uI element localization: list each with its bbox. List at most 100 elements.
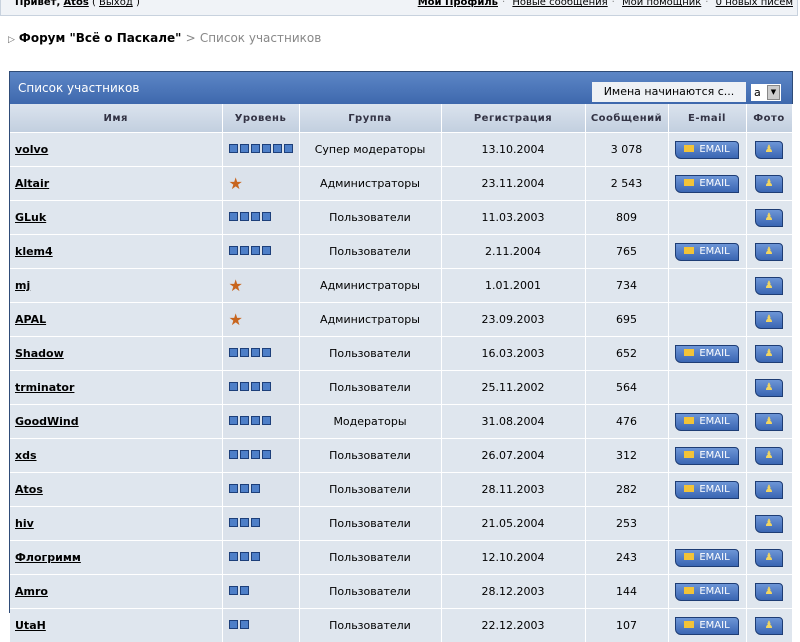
filter-label: Имена начинаются с... [592, 82, 746, 102]
breadcrumb-forum[interactable]: Форум "Всё о Паскале" [19, 31, 181, 45]
level-pip-icon [229, 450, 238, 459]
photo-button[interactable]: ♟ [755, 481, 783, 499]
level-pip-icon [240, 144, 249, 153]
member-name-link[interactable]: Amro [15, 585, 48, 598]
chevron-down-icon[interactable]: ▼ [767, 85, 780, 100]
email-button[interactable]: EMAIL [675, 617, 739, 635]
email-button[interactable]: EMAIL [675, 447, 739, 465]
user-icon: ♟ [765, 586, 774, 597]
col-name[interactable]: Имя [10, 104, 222, 133]
messages-link[interactable]: 0 новых писем [716, 0, 793, 8]
level-pip-icon [240, 382, 249, 391]
member-posts: 2 543 [585, 167, 668, 201]
email-button[interactable]: EMAIL [675, 481, 739, 499]
my-profile-link[interactable]: Мой Профиль [418, 0, 498, 8]
member-name-link[interactable]: volvo [15, 143, 48, 156]
member-group: Пользователи [299, 575, 441, 609]
member-level [222, 371, 299, 405]
photo-button[interactable]: ♟ [755, 243, 783, 261]
col-registration[interactable]: Регистрация [441, 104, 585, 133]
top-bar: Привет, Atos ( Выход ) Мой Профиль· Новы… [0, 0, 798, 16]
photo-button[interactable]: ♟ [755, 515, 783, 533]
member-registration: 23.09.2003 [441, 303, 585, 337]
member-name-link[interactable]: APAL [15, 313, 46, 326]
member-name-link[interactable]: mj [15, 279, 30, 292]
member-registration: 22.12.2003 [441, 609, 585, 642]
member-email: EMAIL [668, 167, 746, 201]
email-button[interactable]: EMAIL [675, 141, 739, 159]
new-posts-link[interactable]: Новые сообщения [512, 0, 607, 8]
photo-button[interactable]: ♟ [755, 277, 783, 295]
member-posts: 476 [585, 405, 668, 439]
member-name-cell: GLuk [10, 201, 222, 235]
user-icon: ♟ [765, 382, 774, 393]
member-posts: 3 078 [585, 133, 668, 167]
letter-select[interactable]: а▼ [751, 84, 781, 101]
member-level: ★ [222, 303, 299, 337]
member-name-link[interactable]: xds [15, 449, 37, 462]
envelope-icon [684, 417, 694, 424]
photo-button[interactable]: ♟ [755, 345, 783, 363]
photo-button[interactable]: ♟ [755, 209, 783, 227]
email-label: EMAIL [699, 484, 729, 495]
col-group[interactable]: Группа [299, 104, 441, 133]
user-link[interactable]: Atos [63, 0, 88, 8]
photo-button[interactable]: ♟ [755, 311, 783, 329]
col-level[interactable]: Уровень [222, 104, 299, 133]
user-icon: ♟ [765, 416, 774, 427]
member-name-link[interactable]: GoodWind [15, 415, 79, 428]
email-button[interactable]: EMAIL [675, 175, 739, 193]
member-name-link[interactable]: UtaH [15, 619, 46, 632]
member-name-link[interactable]: hiv [15, 517, 34, 530]
level-pip-icon [240, 552, 249, 561]
table-row: volvo Супер модераторы 13.10.2004 3 078 … [10, 133, 792, 167]
breadcrumb-separator: > [186, 31, 196, 45]
member-name-link[interactable]: Shadow [15, 347, 64, 360]
photo-button[interactable]: ♟ [755, 413, 783, 431]
member-name-link[interactable]: Atos [15, 483, 43, 496]
level-pip-icon [240, 484, 249, 493]
photo-button[interactable]: ♟ [755, 175, 783, 193]
email-button[interactable]: EMAIL [675, 413, 739, 431]
level-pip-icon [251, 382, 260, 391]
member-group: Модераторы [299, 405, 441, 439]
level-pip-icon [262, 382, 271, 391]
member-name-link[interactable]: Altair [15, 177, 49, 190]
member-registration: 31.08.2004 [441, 405, 585, 439]
photo-button[interactable]: ♟ [755, 447, 783, 465]
level-pip-icon [251, 212, 260, 221]
member-level: ★ [222, 269, 299, 303]
member-name-link[interactable]: klem4 [15, 245, 53, 258]
level-pip-icon [251, 518, 260, 527]
col-photo: Фото [746, 104, 792, 133]
member-name-cell: hiv [10, 507, 222, 541]
member-posts: 809 [585, 201, 668, 235]
my-assistant-link[interactable]: Мой помощник [622, 0, 701, 8]
member-level [222, 405, 299, 439]
user-icon: ♟ [765, 620, 774, 631]
photo-button[interactable]: ♟ [755, 379, 783, 397]
table-row: xds Пользователи 26.07.2004 312 EMAIL ♟ [10, 439, 792, 473]
envelope-icon [684, 451, 694, 458]
email-button[interactable]: EMAIL [675, 549, 739, 567]
member-name-link[interactable]: Флогримм [15, 551, 81, 564]
member-name-link[interactable]: GLuk [15, 211, 46, 224]
member-group: Администраторы [299, 303, 441, 337]
photo-button[interactable]: ♟ [755, 549, 783, 567]
col-posts[interactable]: Сообщений [585, 104, 668, 133]
logout-link[interactable]: Выход [99, 0, 133, 8]
photo-button[interactable]: ♟ [755, 141, 783, 159]
photo-button[interactable]: ♟ [755, 583, 783, 601]
email-button[interactable]: EMAIL [675, 243, 739, 261]
member-name-link[interactable]: trminator [15, 381, 74, 394]
table-row: Shadow Пользователи 16.03.2003 652 EMAIL… [10, 337, 792, 371]
email-button[interactable]: EMAIL [675, 583, 739, 601]
email-button[interactable]: EMAIL [675, 345, 739, 363]
photo-button[interactable]: ♟ [755, 617, 783, 635]
level-pip-icon [251, 246, 260, 255]
member-email: EMAIL [668, 541, 746, 575]
level-pip-icon [229, 416, 238, 425]
member-photo: ♟ [746, 133, 792, 167]
member-registration: 25.11.2002 [441, 371, 585, 405]
member-level: ★ [222, 167, 299, 201]
